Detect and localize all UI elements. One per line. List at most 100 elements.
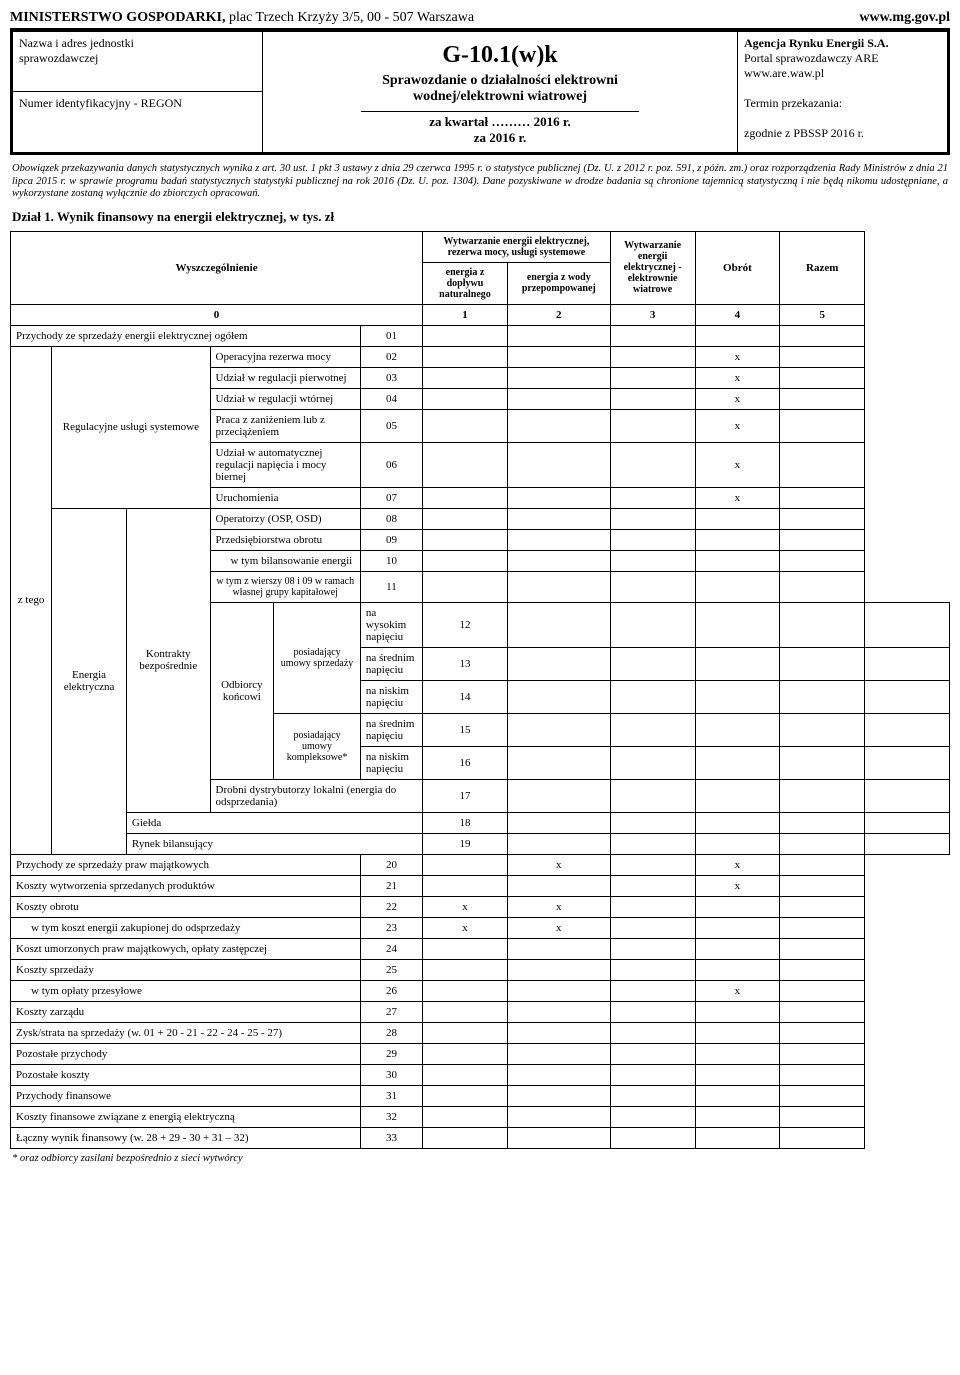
th-pumped: energia z wody przepompowanej (507, 262, 610, 304)
th-spec: Wyszczególnienie (11, 231, 423, 304)
r10-label: w tym bilansowanie energii (210, 550, 360, 571)
reporting-unit-cell: Nazwa i adres jednostki sprawozdawczej (13, 32, 263, 92)
r06-label: Udział w automatycznej regulacji napięci… (210, 442, 360, 487)
r27-label: Koszty zarządu (11, 1001, 361, 1022)
side-puk: posiadający umowy kompleksowe* (274, 713, 361, 779)
ministry-name: MINISTERSTWO GOSPODARKI, (10, 10, 225, 25)
portal-url: www.are.waw.pl (744, 66, 941, 81)
row-19: Rynek bilansujący 19 (11, 833, 950, 854)
r05-label: Praca z zaniżeniem lub z przeciążeniem (210, 409, 360, 442)
thead-numbers: 0 1 2 3 4 5 (11, 304, 950, 325)
side-ee: Energia elektryczna (52, 508, 127, 854)
row-28: Zysk/strata na sprzedaży (w. 01 + 20 - 2… (11, 1022, 950, 1043)
reporting-unit-l2: sprawozdawczej (19, 51, 98, 65)
r32-label: Koszty finansowe związane z energią elek… (11, 1106, 361, 1127)
r13-label: na średnim napięciu (360, 647, 422, 680)
deadline-text: zgodnie z PBSSP 2016 r. (744, 126, 941, 141)
side-ok: Odbiorcy końcowi (210, 602, 274, 779)
r26-label: w tym opłaty przesyłowe (11, 980, 361, 1001)
r23-label: w tym koszt energii zakupionej do odsprz… (11, 917, 361, 938)
r04-label: Udział w regulacji wtórnej (210, 388, 360, 409)
form-header: Nazwa i adres jednostki sprawozdawczej N… (10, 29, 950, 155)
row-30: Pozostałe koszty 30 (11, 1064, 950, 1085)
r29-label: Pozostałe przychody (11, 1043, 361, 1064)
row-20: Przychody ze sprzedaży praw majątkowych … (11, 854, 950, 875)
deadline-label: Termin przekazania: (744, 96, 941, 111)
side-ztego: z tego (11, 346, 52, 854)
ministry-line: MINISTERSTWO GOSPODARKI, plac Trzech Krz… (10, 10, 474, 26)
header-right: Agencja Rynku Energii S.A. Portal sprawo… (737, 32, 947, 152)
th-n4: 4 (695, 304, 780, 325)
r01-c5 (780, 325, 865, 346)
top-bar: MINISTERSTWO GOSPODARKI, plac Trzech Krz… (10, 10, 950, 29)
r28-label: Zysk/strata na sprzedaży (w. 01 + 20 - 2… (11, 1022, 361, 1043)
r20-label: Przychody ze sprzedaży praw majątkowych (11, 854, 361, 875)
regon-cell: Numer identyfikacyjny - REGON (13, 92, 263, 152)
legal-notice: Obowiązek przekazywania danych statystyc… (12, 163, 948, 201)
thead-row1: Wyszczególnienie Wytwarzanie energii ele… (11, 231, 950, 262)
header-center: G-10.1(w)k Sprawozdanie o działalności e… (263, 32, 737, 152)
th-n3: 3 (610, 304, 695, 325)
regon-label: Numer identyfikacyjny - REGON (19, 96, 182, 110)
r02-num: 02 (360, 346, 422, 367)
portal-name: Portal sprawozdawczy ARE (744, 51, 941, 66)
row-25: Koszty sprzedaży 25 (11, 959, 950, 980)
ministry-address: plac Trzech Krzyży 3/5, 00 - 507 Warszaw… (229, 10, 474, 25)
row-18: Giełda 18 (11, 812, 950, 833)
r19-label: Rynek bilansujący (126, 833, 422, 854)
r01-label: Przychody ze sprzedaży energii elektrycz… (11, 325, 361, 346)
row-21: Koszty wytworzenia sprzedanych produktów… (11, 875, 950, 896)
form-code: G-10.1(w)k (269, 42, 731, 69)
r15-label: na średnim napięciu (360, 713, 422, 746)
form-title-l1: Sprawozdanie o działalności elektrowni (269, 73, 731, 89)
side-pus: posiadający umowy sprzedaży (274, 602, 361, 713)
row-01: Przychody ze sprzedaży energii elektrycz… (11, 325, 950, 346)
header-left: Nazwa i adres jednostki sprawozdawczej N… (13, 32, 263, 152)
r17-label: Drobni dystrybutorzy lokalni (energia do… (210, 779, 423, 812)
r01-c2 (507, 325, 610, 346)
r22-label: Koszty obrotu (11, 896, 361, 917)
form-title-l2: wodnej/elektrowni wiatrowej (269, 89, 731, 105)
r16-label: na niskim napięciu (360, 746, 422, 779)
th-n2: 2 (507, 304, 610, 325)
r18-label: Giełda (126, 812, 422, 833)
r12-label: na wysokim napięciu (360, 602, 422, 647)
r31-label: Przychody finansowe (11, 1085, 361, 1106)
r21-label: Koszty wytworzenia sprzedanych produktów (11, 875, 361, 896)
th-group1: Wytwarzanie energii elektrycznej, rezerw… (423, 231, 611, 262)
row-33: Łączny wynik finansowy (w. 28 + 29 - 30 … (11, 1127, 950, 1148)
th-n0: 0 (11, 304, 423, 325)
row-08: Energia elektryczna Kontrakty bezpośredn… (11, 508, 950, 529)
row-02: z tego Regulacyjne usługi systemowe Oper… (11, 346, 950, 367)
side-kb: Kontrakty bezpośrednie (126, 508, 210, 812)
th-razem: Razem (780, 231, 865, 304)
th-natural: energia z dopływu naturalnego (423, 262, 508, 304)
row-22: Koszty obrotu 22 x x (11, 896, 950, 917)
r01-c3 (610, 325, 695, 346)
r01-c1 (423, 325, 508, 346)
header-divider (361, 111, 638, 112)
side-reg: Regulacyjne usługi systemowe (52, 346, 210, 508)
r02-label: Operacyjna rezerwa mocy (210, 346, 360, 367)
r02-x: x (695, 346, 780, 367)
row-27: Koszty zarządu 27 (11, 1001, 950, 1022)
ministry-url: www.mg.gov.pl (859, 10, 950, 26)
period-quarter: za kwartał ……… 2016 r. (269, 114, 731, 130)
row-29: Pozostałe przychody 29 (11, 1043, 950, 1064)
financial-table: Wyszczególnienie Wytwarzanie energii ele… (10, 231, 950, 1149)
r33-label: Łączny wynik finansowy (w. 28 + 29 - 30 … (11, 1127, 361, 1148)
th-wind: Wytwarzanie energii elektrycznej - elekt… (610, 231, 695, 304)
row-26: w tym opłaty przesyłowe 26 x (11, 980, 950, 1001)
th-obrot: Obrót (695, 231, 780, 304)
r11-label: w tym z wierszy 08 i 09 w ramach własnej… (210, 571, 360, 602)
th-n5: 5 (780, 304, 865, 325)
row-31: Przychody finansowe 31 (11, 1085, 950, 1106)
row-24: Koszt umorzonych praw majątkowych, opłat… (11, 938, 950, 959)
r24-label: Koszt umorzonych praw majątkowych, opłat… (11, 938, 361, 959)
r08-label: Operatorzy (OSP, OSD) (210, 508, 360, 529)
row-23: w tym koszt energii zakupionej do odsprz… (11, 917, 950, 938)
r25-label: Koszty sprzedaży (11, 959, 361, 980)
reporting-unit-l1: Nazwa i adres jednostki (19, 36, 134, 50)
r09-label: Przedsiębiorstwa obrotu (210, 529, 360, 550)
r07-label: Uruchomienia (210, 487, 360, 508)
